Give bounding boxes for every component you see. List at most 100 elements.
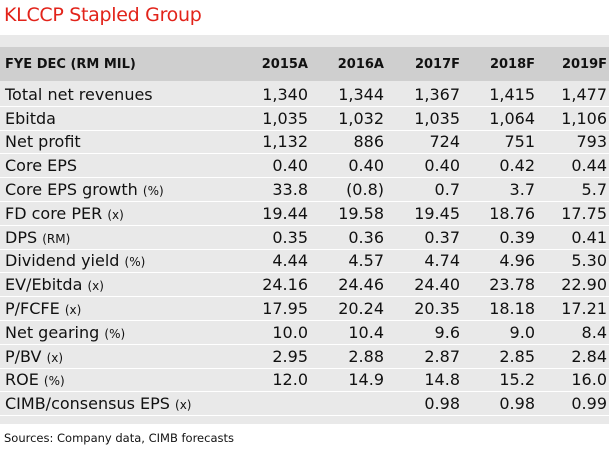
table-cell: 0.36 xyxy=(348,227,384,247)
row-unit: (x) xyxy=(64,303,82,318)
table-row: CIMB/consensus EPS (x) 0.98 0.98 0.99 xyxy=(0,392,609,417)
row-label-text: P/FCFE xyxy=(5,299,60,319)
table-row: Ebitda 1,035 1,032 1,035 1,064 1,106 xyxy=(0,107,609,131)
table-cell: 0.41 xyxy=(571,227,607,247)
row-label: Net profit xyxy=(0,132,250,151)
table-cell: 10.4 xyxy=(348,322,384,342)
table-cell: 8.4 xyxy=(581,322,607,342)
table-cell: 5.30 xyxy=(571,251,607,271)
table-cell: 9.6 xyxy=(434,322,460,342)
table-row: P/FCFE (x) 17.95 20.24 20.35 18.18 17.21 xyxy=(0,297,609,321)
table-cell: 24.16 xyxy=(262,275,308,295)
row-label-text: Ebitda xyxy=(5,108,56,128)
table-cell: 1,106 xyxy=(561,108,607,128)
table-cell: 12.0 xyxy=(272,370,308,390)
row-unit: (x) xyxy=(87,279,104,294)
table-cell: 9.0 xyxy=(509,322,535,342)
row-unit: (x) xyxy=(107,207,124,222)
table-cell: 0.35 xyxy=(272,227,308,247)
table-cell: 22.90 xyxy=(561,275,607,295)
table-cell: 0.7 xyxy=(434,180,460,200)
table-cell: 0.39 xyxy=(499,227,535,247)
row-unit: (%) xyxy=(104,326,126,341)
table-cell: 0.98 xyxy=(424,394,460,414)
financial-table: FYE DEC (RM MIL) 2015A 2016A 2017F 2018F… xyxy=(0,35,609,424)
table-cell: 1,032 xyxy=(338,108,384,128)
table-cell: 1,367 xyxy=(414,84,460,104)
table-cell: 886 xyxy=(353,132,384,152)
row-label-text: Dividend yield xyxy=(5,251,120,271)
table-row: Net profit 1,132 886 724 751 793 xyxy=(0,131,609,155)
table-cell: 0.99 xyxy=(571,394,607,414)
table-cell: 1,340 xyxy=(262,84,308,104)
table-cell: 2.88 xyxy=(348,346,384,366)
header-year: 2015A xyxy=(261,56,308,72)
table-cell: 2.85 xyxy=(499,346,535,366)
table-cell: 1,064 xyxy=(489,108,535,128)
row-label: Total net revenues xyxy=(0,85,250,104)
table-row: ROE (%) 12.0 14.9 14.8 15.2 16.0 xyxy=(0,369,609,393)
table-cell: 4.96 xyxy=(499,251,535,271)
table-cell: 2.87 xyxy=(424,346,460,366)
table-cell: 1,035 xyxy=(262,108,308,128)
row-label-text: ROE xyxy=(5,370,39,390)
row-label-text: CIMB/consensus EPS xyxy=(5,394,170,414)
row-label-text: Core EPS growth xyxy=(5,180,138,200)
table-cell: 0.40 xyxy=(272,156,308,176)
row-label: ROE (%) xyxy=(0,370,250,389)
table-row: P/BV (x) 2.95 2.88 2.87 2.85 2.84 xyxy=(0,345,609,369)
header-year: 2019F xyxy=(561,56,607,72)
table-cell: 10.0 xyxy=(272,322,308,342)
row-label-text: Net gearing xyxy=(5,322,100,342)
row-unit: (x) xyxy=(46,350,64,365)
table-cell: 17.75 xyxy=(561,203,607,223)
row-label-text: Net profit xyxy=(5,132,81,152)
table-cell: 0.44 xyxy=(571,156,607,176)
table-cell: 17.21 xyxy=(561,299,607,319)
table-row: FD core PER (x) 19.44 19.58 19.45 18.76 17.75 xyxy=(0,202,609,226)
header-label: FYE DEC (RM MIL) xyxy=(5,56,136,72)
table-cell: 793 xyxy=(576,132,607,152)
row-label: Core EPS growth (%) xyxy=(0,180,250,199)
table-cell: 1,415 xyxy=(489,84,535,104)
header-year: 2016A xyxy=(337,56,384,72)
table-cell: 18.18 xyxy=(489,299,535,319)
table-cell: 4.44 xyxy=(272,251,308,271)
row-label-text: DPS xyxy=(5,227,38,247)
table-row: Dividend yield (%) 4.44 4.57 4.74 4.96 5.30 xyxy=(0,250,609,274)
table-cell: 14.9 xyxy=(348,370,384,390)
table-cell: 0.40 xyxy=(348,156,384,176)
table-cell: (0.8) xyxy=(346,180,384,200)
row-label-text: Core EPS xyxy=(5,156,78,176)
table-cell: 4.57 xyxy=(348,251,384,271)
row-label-text: EV/Ebitda xyxy=(5,275,83,295)
header-year: 2017F xyxy=(414,56,460,72)
table-cell: 3.7 xyxy=(509,180,535,200)
row-label: EV/Ebitda (x) xyxy=(0,275,250,294)
table-cell: 1,035 xyxy=(414,108,460,128)
row-label-text: FD core PER xyxy=(5,203,103,223)
table-cell: 19.44 xyxy=(262,203,308,223)
row-label-text: P/BV xyxy=(5,346,42,366)
table-cell: 33.8 xyxy=(272,180,308,200)
table-row: DPS (RM) 0.35 0.36 0.37 0.39 0.41 xyxy=(0,226,609,250)
table-cell: 24.46 xyxy=(338,275,384,295)
row-label-text: Total net revenues xyxy=(5,84,153,104)
table-cell: 724 xyxy=(429,132,460,152)
row-label: Net gearing (%) xyxy=(0,323,250,342)
table-cell: 0.37 xyxy=(424,227,460,247)
source-note: Sources: Company data, CIMB forecasts xyxy=(4,431,234,445)
row-unit: (%) xyxy=(124,255,146,270)
table-row: EV/Ebitda (x) 24.16 24.46 24.40 23.78 22.90 xyxy=(0,273,609,298)
table-row: Core EPS 0.40 0.40 0.40 0.42 0.44 xyxy=(0,154,609,179)
table-cell: 4.74 xyxy=(424,251,460,271)
table-cell: 17.95 xyxy=(262,299,308,319)
row-unit: (%) xyxy=(43,374,65,389)
table-cell: 20.24 xyxy=(338,299,384,319)
table-cell: 15.2 xyxy=(499,370,535,390)
row-unit: (RM) xyxy=(42,231,71,246)
row-label: CIMB/consensus EPS (x) xyxy=(0,394,250,413)
table-cell: 2.95 xyxy=(272,346,308,366)
row-label: Ebitda xyxy=(0,109,250,128)
table-cell: 0.98 xyxy=(499,394,535,414)
